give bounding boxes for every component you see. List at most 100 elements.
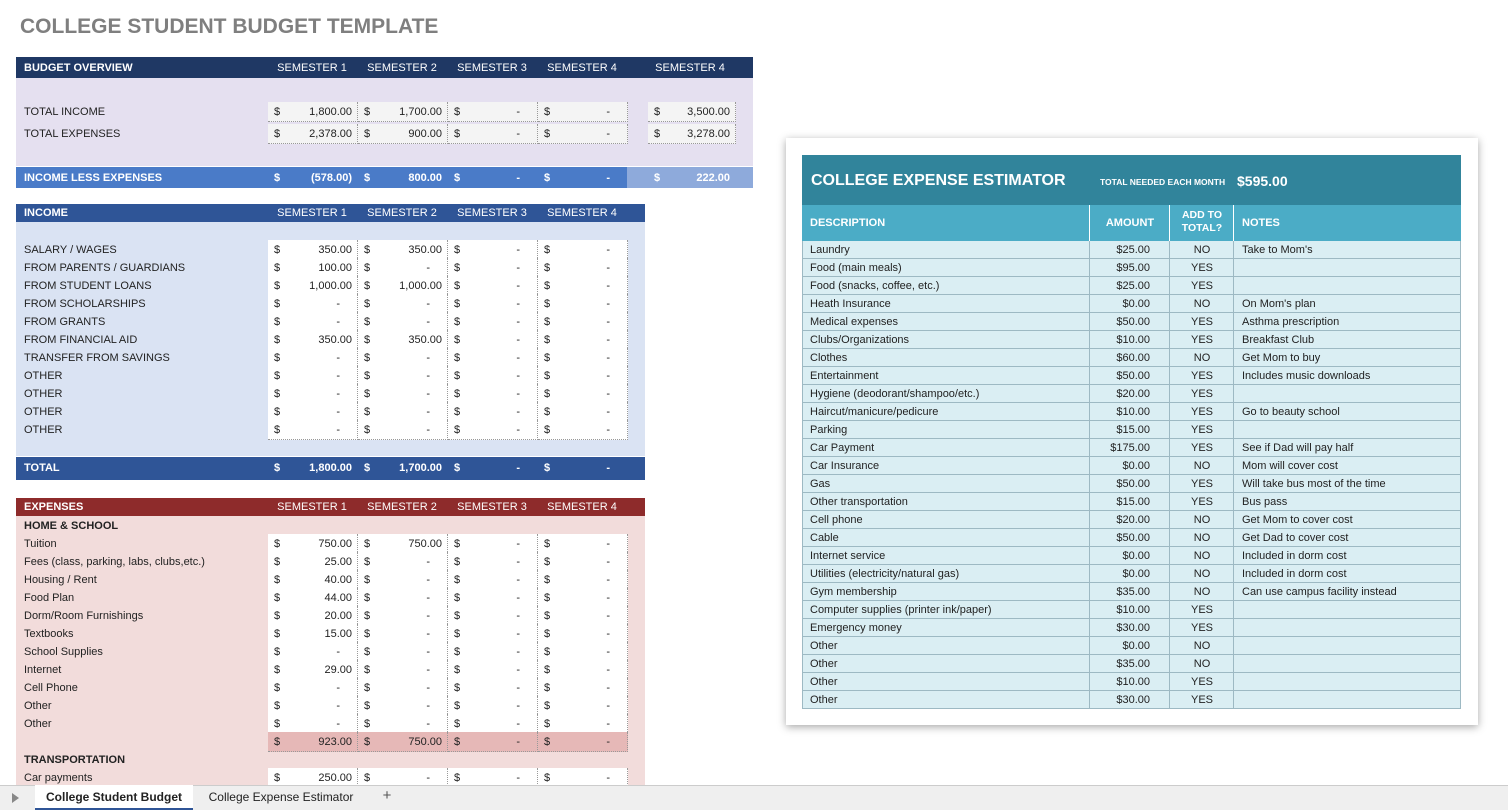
cell-value: 25.00 — [324, 556, 352, 568]
currency: $ — [364, 462, 371, 474]
cell-value: - — [516, 388, 520, 400]
cell — [358, 124, 448, 144]
currency: $ — [454, 646, 461, 658]
row-label: Cell Phone — [24, 682, 78, 694]
grid-cell — [1090, 601, 1170, 619]
currency: $ — [364, 370, 371, 382]
grid-cell — [1090, 619, 1170, 637]
amount: $50.00 — [1116, 532, 1150, 544]
cell-value: - — [516, 334, 520, 346]
cell-value: - — [606, 628, 610, 640]
column-header: AMOUNT — [1105, 217, 1155, 229]
grid-cell — [1090, 547, 1170, 565]
grid-cell — [802, 493, 1090, 511]
grid-cell — [1170, 691, 1234, 709]
grid-cell — [1170, 421, 1234, 439]
cell-value: - — [606, 370, 610, 382]
row-label: OTHER — [24, 370, 63, 382]
currency: $ — [544, 556, 551, 568]
grid-cell — [1090, 511, 1170, 529]
cell-value: - — [606, 592, 610, 604]
row-label: TOTAL EXPENSES — [24, 128, 121, 140]
grid-cell — [1234, 583, 1461, 601]
currency: $ — [454, 610, 461, 622]
overview-header — [16, 57, 753, 78]
expenses-header — [16, 498, 645, 516]
amount: $35.00 — [1116, 586, 1150, 598]
section-title: TRANSPORTATION — [24, 754, 126, 766]
cell-value: - — [516, 462, 520, 474]
amount: $25.00 — [1116, 244, 1150, 256]
cell-value: - — [336, 406, 340, 418]
description: Cable — [810, 532, 839, 544]
tab[interactable]: College Student Budget — [46, 790, 182, 804]
row-label: Housing / Rent — [24, 574, 97, 586]
grid-cell — [802, 403, 1090, 421]
cell-value: - — [336, 298, 340, 310]
cell-value: - — [336, 424, 340, 436]
cell-value: - — [606, 106, 610, 118]
description: Other — [810, 676, 838, 688]
cell-value: - — [606, 352, 610, 364]
column-header: SEMESTER 4 — [547, 207, 617, 219]
net-total-bg — [627, 167, 753, 188]
currency: $ — [454, 172, 461, 184]
add-flag: NO — [1193, 298, 1211, 310]
add-flag: YES — [1190, 280, 1213, 292]
description: Other — [810, 640, 838, 652]
tab[interactable]: College Expense Estimator — [208, 790, 354, 804]
currency: $ — [274, 352, 281, 364]
currency: $ — [364, 106, 371, 118]
cell-value: - — [426, 556, 430, 568]
grid-cell — [1234, 241, 1461, 259]
add-flag: YES — [1190, 694, 1213, 706]
amount: $30.00 — [1116, 694, 1150, 706]
grid-cell — [1234, 313, 1461, 331]
cell — [358, 732, 448, 752]
column-header: INCOME — [24, 207, 68, 219]
add-flag: NO — [1193, 640, 1211, 652]
notes: See if Dad will pay half — [1242, 442, 1354, 454]
cell-value: 250.00 — [318, 772, 352, 784]
estimator-title: COLLEGE EXPENSE ESTIMATOR — [811, 172, 1066, 189]
currency: $ — [544, 772, 551, 784]
grid-cell — [1234, 565, 1461, 583]
grid-cell — [1170, 457, 1234, 475]
currency: $ — [454, 406, 461, 418]
amount: $20.00 — [1116, 388, 1150, 400]
grid-cell — [1234, 457, 1461, 475]
cell-value: - — [426, 718, 430, 730]
cell-value: - — [336, 370, 340, 382]
grid-cell — [1170, 277, 1234, 295]
column-header: SEMESTER 4 — [547, 62, 617, 74]
currency: $ — [274, 316, 281, 328]
notes: Go to beauty school — [1242, 406, 1340, 418]
description: Clubs/Organizations — [810, 334, 910, 346]
cell-value: - — [516, 244, 520, 256]
add-flag: NO — [1193, 658, 1211, 670]
grid-cell — [802, 565, 1090, 583]
currency: $ — [364, 718, 371, 730]
grid-cell — [802, 529, 1090, 547]
add-tab[interactable]: + — [382, 787, 392, 804]
currency: $ — [454, 556, 461, 568]
cell — [358, 102, 448, 122]
row-label: FROM SCHOLARSHIPS — [24, 298, 146, 310]
description: Food (snacks, coffee, etc.) — [810, 280, 940, 292]
amount: $50.00 — [1116, 370, 1150, 382]
notes: On Mom's plan — [1242, 298, 1316, 310]
cell — [358, 420, 448, 440]
grid-cell — [1234, 691, 1461, 709]
grid-cell — [1170, 529, 1234, 547]
notes: Take to Mom's — [1242, 244, 1313, 256]
currency: $ — [654, 106, 661, 118]
currency: $ — [454, 244, 461, 256]
grid-cell — [1170, 313, 1234, 331]
grid-cell — [1234, 367, 1461, 385]
amount: $20.00 — [1116, 514, 1150, 526]
cell-value: - — [516, 700, 520, 712]
cell-value: 1,800.00 — [309, 106, 352, 118]
grid-cell — [1234, 601, 1461, 619]
grid-cell — [1234, 547, 1461, 565]
total-value: $595.00 — [1237, 173, 1288, 189]
